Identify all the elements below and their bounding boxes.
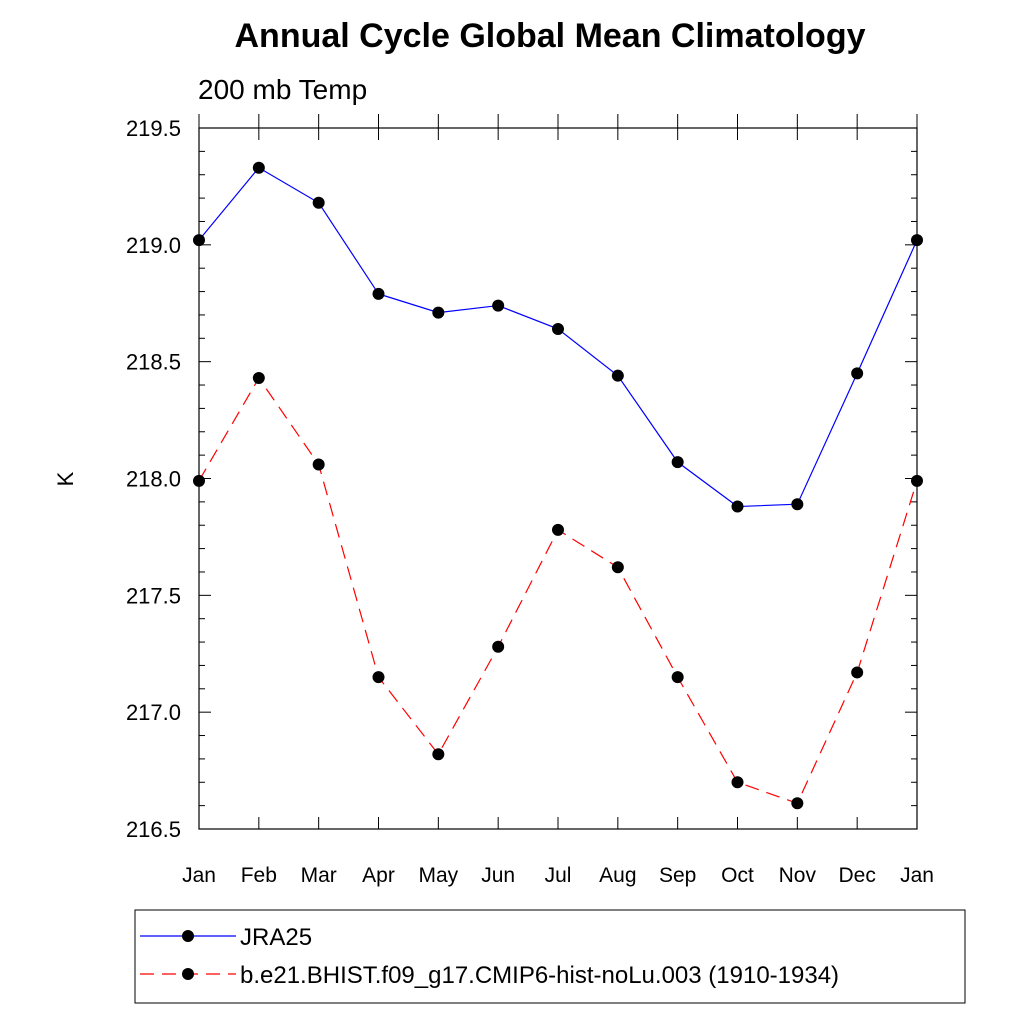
series-1-point xyxy=(671,671,684,684)
series-1-point xyxy=(492,640,505,653)
y-tick-label: 217.0 xyxy=(126,700,181,725)
legend-label-0: JRA25 xyxy=(240,924,312,951)
x-tick-label: Dec xyxy=(838,864,875,887)
series-1-point xyxy=(552,523,564,536)
x-tick-label: Jun xyxy=(481,864,515,887)
series-1-point xyxy=(372,671,385,684)
series-0-point xyxy=(492,299,505,312)
series-1-point xyxy=(791,797,804,810)
y-tick-label: 218.0 xyxy=(126,467,181,492)
series-0-point xyxy=(432,306,445,319)
series-1-point xyxy=(611,561,624,574)
legend-marker-0 xyxy=(182,930,194,942)
series-0-point xyxy=(552,322,564,335)
x-tick-label: Nov xyxy=(779,864,817,887)
series-0-point xyxy=(372,287,385,300)
series-0-point xyxy=(791,498,804,511)
x-tick-label: Jan xyxy=(182,864,216,887)
x-tick-label: Feb xyxy=(241,864,277,887)
series-0-point xyxy=(911,234,923,247)
legend: JRA25 b.e21.BHIST.f09_g17.CMIP6-hist-noLu… xyxy=(140,924,839,989)
series-1-point xyxy=(312,458,325,471)
series-0-point xyxy=(611,369,624,382)
y-tick-label: 218.5 xyxy=(126,350,181,375)
x-tick-label: Sep xyxy=(659,864,696,887)
series-1-point xyxy=(851,666,864,679)
series-0-point xyxy=(193,234,205,247)
y-tick-label: 217.5 xyxy=(126,583,181,608)
series-1-point xyxy=(252,372,265,385)
y-tick-label: 216.5 xyxy=(126,817,181,842)
series-0-point xyxy=(252,161,265,174)
x-tick-label: May xyxy=(418,864,458,887)
legend-marker-1 xyxy=(182,968,194,980)
legend-label-1: b.e21.BHIST.f09_g17.CMIP6-hist-noLu.003 … xyxy=(240,962,839,989)
chart-title: Annual Cycle Global Mean Climatology xyxy=(235,17,866,55)
x-tick-label: Mar xyxy=(301,864,337,887)
series-1-point xyxy=(432,748,445,761)
series-1-point xyxy=(911,474,923,487)
series-1-point xyxy=(193,474,205,487)
chart-subtitle: 200 mb Temp xyxy=(198,74,367,105)
x-tick-label: Jan xyxy=(900,864,934,887)
y-tick-label: 219.5 xyxy=(126,116,181,141)
y-axis-label: K xyxy=(53,471,78,486)
series-0-point xyxy=(851,367,864,380)
x-tick-label: Oct xyxy=(721,864,754,887)
x-tick-label: Apr xyxy=(362,864,395,887)
series-layer xyxy=(193,161,923,810)
series-1-point xyxy=(731,776,744,789)
y-tick-label: 219.0 xyxy=(126,233,181,258)
series-line-0 xyxy=(198,166,918,508)
series-0-point xyxy=(671,456,684,469)
x-tick-label: Jul xyxy=(545,864,572,887)
series-0-point xyxy=(731,500,744,513)
x-tick-label: Aug xyxy=(599,864,636,887)
axes: 216.5 217.0 217.5 218.0 218.5 219.0 219.5 Jan Fe… xyxy=(126,114,934,887)
series-0-point xyxy=(312,196,325,209)
series-line-1 xyxy=(198,376,918,805)
legend-box xyxy=(134,909,966,1004)
